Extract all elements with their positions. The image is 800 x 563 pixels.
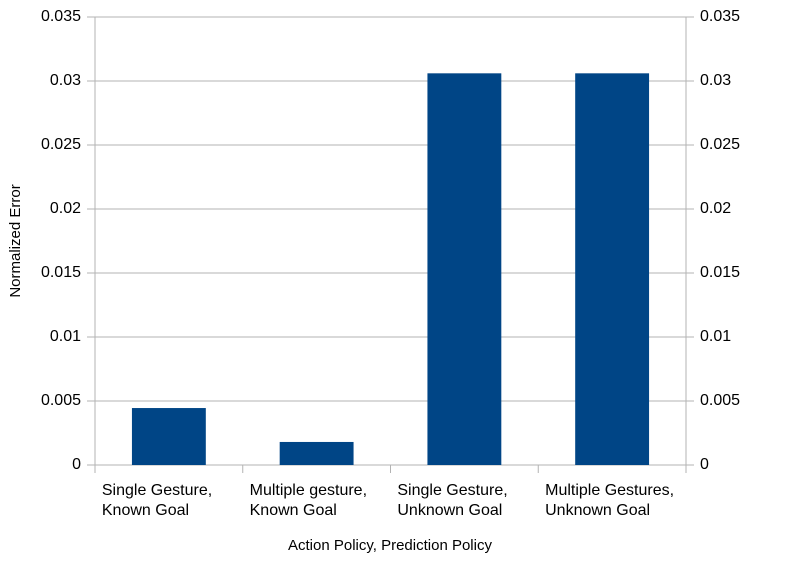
x-tick-label: Known Goal [250, 502, 337, 519]
x-tick-label: Single Gesture, [102, 482, 212, 499]
y-tick-label: 0.035 [41, 8, 81, 25]
y2-tick-label: 0.005 [700, 392, 740, 409]
y-tick-label: 0.03 [50, 72, 81, 89]
bar [131, 408, 206, 465]
x-tick-label: Unknown Goal [397, 502, 502, 519]
y-tick-label: 0.02 [50, 200, 81, 217]
y-tick-label: 0 [72, 456, 81, 473]
x-tick-label: Multiple Gestures, [545, 482, 674, 499]
bar [575, 73, 650, 465]
y-tick-label: 0.01 [50, 328, 81, 345]
x-tick-label: Multiple gesture, [250, 482, 367, 499]
bar [279, 441, 354, 465]
bar [427, 73, 502, 465]
y-tick-label: 0.015 [41, 264, 81, 281]
y2-tick-label: 0.03 [700, 72, 731, 89]
x-tick-label: Single Gesture, [397, 482, 507, 499]
y2-tick-label: 0.02 [700, 200, 731, 217]
y2-tick-label: 0.015 [700, 264, 740, 281]
y-axis-title: Normalized Error [7, 184, 24, 297]
x-tick-label: Known Goal [102, 502, 189, 519]
x-tick-label: Unknown Goal [545, 502, 650, 519]
y-tick-label: 0.025 [41, 136, 81, 153]
x-axis-title: Action Policy, Prediction Policy [288, 537, 492, 554]
y2-tick-label: 0.035 [700, 8, 740, 25]
y2-tick-label: 0 [700, 456, 709, 473]
y2-tick-label: 0.01 [700, 328, 731, 345]
y-tick-label: 0.005 [41, 392, 81, 409]
y2-tick-label: 0.025 [700, 136, 740, 153]
